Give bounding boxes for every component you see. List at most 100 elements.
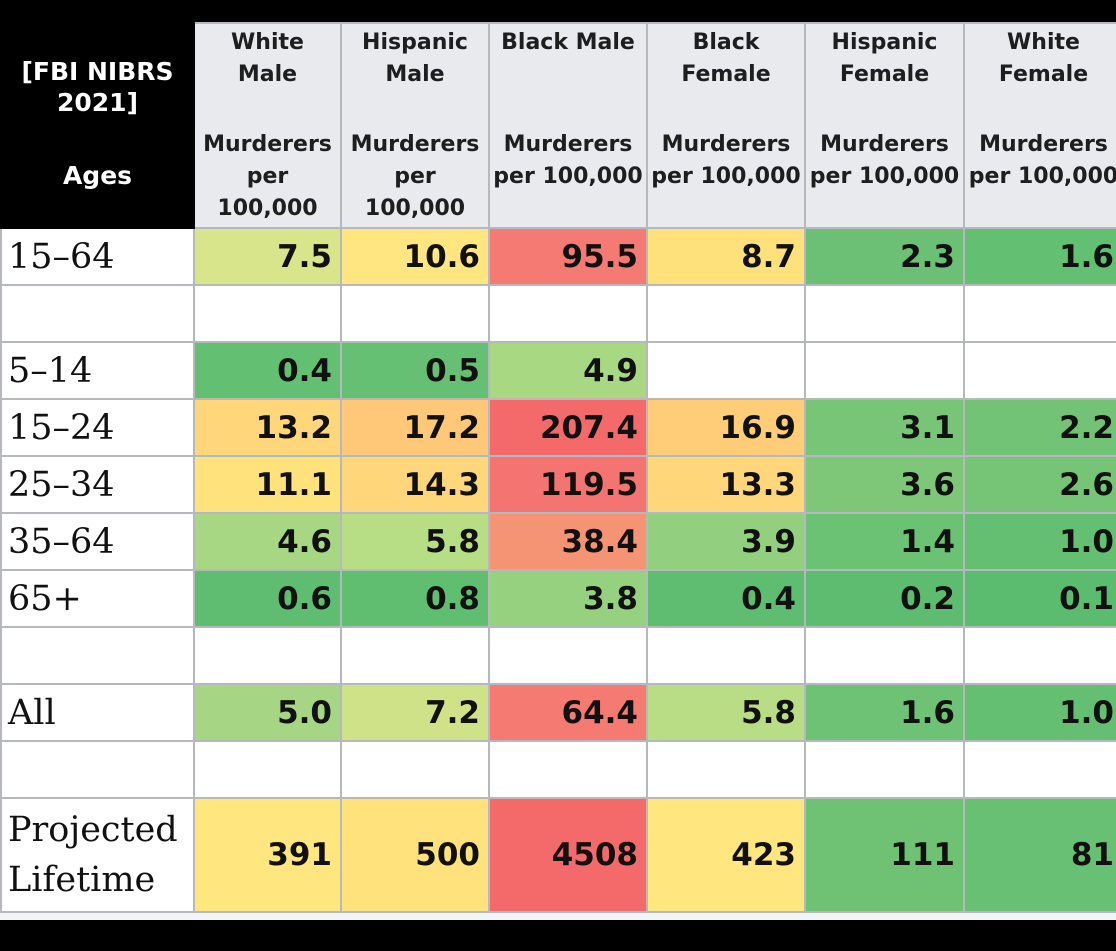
column-unit-label: Murderers per 100,000 [966, 129, 1116, 193]
value-cell: 0.8 [340, 569, 490, 628]
row-label: Projected Lifetime [0, 797, 195, 913]
row-label-line: Projected [8, 810, 178, 850]
column-group-line: Black Male [501, 30, 635, 55]
value-cell: 81 [963, 797, 1116, 913]
table-row: Projected Lifetime 391 500 4508 423 111 81 [0, 797, 1116, 913]
column-unit-line: Murderers [820, 132, 949, 157]
empty-cell [646, 284, 806, 343]
table-body: 15–64 7.5 10.6 95.5 8.7 2.3 1.6 5–14 0.4 0.5 4.9 15… [0, 227, 1116, 913]
value-cell: 2.6 [963, 455, 1116, 514]
column-header: White Male Murderers per 100,000 [193, 22, 342, 229]
spacer-row [0, 740, 1116, 799]
column-group-line: Male [237, 62, 298, 87]
value-cell: 4.9 [488, 341, 648, 400]
column-group-label: Black Male [491, 25, 645, 129]
murder-rate-table: [FBI NIBRS 2021] Ages White Male Murderers… [0, 22, 1116, 913]
header-corner: [FBI NIBRS 2021] Ages [0, 22, 195, 229]
value-cell: 3.1 [804, 398, 965, 457]
column-header: White Female Murderers per 100,000 [963, 22, 1116, 229]
value-cell: 5.8 [340, 512, 490, 571]
table-row: 65+ 0.6 0.8 3.8 0.4 0.2 0.1 [0, 569, 1116, 628]
empty-cell [646, 740, 806, 799]
column-unit-line: Murderers [203, 132, 332, 157]
column-group-line: Female [839, 62, 930, 87]
row-label: 65+ [0, 569, 195, 628]
empty-cell [0, 740, 195, 799]
value-cell: 2.3 [804, 227, 965, 286]
empty-cell [340, 284, 490, 343]
value-cell: 1.4 [804, 512, 965, 571]
value-cell: 0.4 [646, 569, 806, 628]
value-cell: 119.5 [488, 455, 648, 514]
column-header: Black Female Murderers per 100,000 [646, 22, 806, 229]
column-unit-label: Murderers per 100,000 [807, 129, 962, 193]
value-cell: 38.4 [488, 512, 648, 571]
row-label-line: Lifetime [8, 860, 156, 900]
value-cell: 13.2 [193, 398, 342, 457]
value-cell: 0.5 [340, 341, 490, 400]
column-unit-line: per [394, 164, 436, 189]
column-unit-line: per 100,000 [493, 164, 643, 189]
value-cell: 0.1 [963, 569, 1116, 628]
value-cell: 8.7 [646, 227, 806, 286]
column-unit-label: Murderers per 100,000 [196, 129, 339, 225]
empty-cell [646, 341, 806, 400]
value-cell: 111 [804, 797, 965, 913]
column-unit-line: per [246, 164, 289, 189]
empty-cell [804, 284, 965, 343]
value-cell: 3.6 [804, 455, 965, 514]
column-unit-line: Murderers [350, 132, 480, 157]
value-cell: 4508 [488, 797, 648, 913]
empty-cell [963, 284, 1116, 343]
empty-cell [963, 341, 1116, 400]
value-cell: 500 [340, 797, 490, 913]
column-unit-line: Murderers [503, 132, 633, 157]
empty-cell [804, 740, 965, 799]
spacer-row [0, 626, 1116, 685]
row-label: 25–34 [0, 455, 195, 514]
corner-title-line1: [FBI NIBRS [21, 57, 174, 86]
column-unit-line: Murderers [979, 132, 1108, 157]
column-group-label: Black Female [649, 25, 803, 129]
empty-cell [340, 740, 490, 799]
table-row: 15–64 7.5 10.6 95.5 8.7 2.3 1.6 [0, 227, 1116, 286]
empty-cell [963, 740, 1116, 799]
value-cell: 13.3 [646, 455, 806, 514]
column-group-line: Female [681, 62, 771, 87]
column-group-label: Hispanic Female [807, 25, 962, 129]
table-row: 35–64 4.6 5.8 38.4 3.9 1.4 1.0 [0, 512, 1116, 571]
value-cell: 10.6 [340, 227, 490, 286]
value-cell: 17.2 [340, 398, 490, 457]
empty-cell [646, 626, 806, 685]
column-unit-label: Murderers per 100,000 [343, 129, 487, 225]
column-unit-label: Murderers per 100,000 [649, 129, 803, 193]
empty-cell [804, 341, 965, 400]
column-group-label: Hispanic Male [343, 25, 487, 129]
empty-cell [0, 626, 195, 685]
column-group-line: Black [692, 30, 760, 55]
value-cell: 1.0 [963, 683, 1116, 742]
column-header: Hispanic Female Murderers per 100,000 [804, 22, 965, 229]
value-cell: 207.4 [488, 398, 648, 457]
value-cell: 423 [646, 797, 806, 913]
column-header: Black Male Murderers per 100,000 [488, 22, 648, 229]
spacer-row [0, 284, 1116, 343]
value-cell: 64.4 [488, 683, 648, 742]
column-group-line: White [231, 30, 304, 55]
column-unit-label: Murderers per 100,000 [491, 129, 645, 193]
row-label: All [0, 683, 195, 742]
column-group-label: White Male [196, 25, 339, 129]
value-cell: 0.2 [804, 569, 965, 628]
value-cell: 16.9 [646, 398, 806, 457]
empty-cell [804, 626, 965, 685]
empty-cell [193, 740, 342, 799]
row-label: 35–64 [0, 512, 195, 571]
value-cell: 11.1 [193, 455, 342, 514]
row-label: 15–64 [0, 227, 195, 286]
table-row: 15–24 13.2 17.2 207.4 16.9 3.1 2.2 [0, 398, 1116, 457]
value-cell: 1.6 [963, 227, 1116, 286]
value-cell: 4.6 [193, 512, 342, 571]
value-cell: 0.4 [193, 341, 342, 400]
value-cell: 7.5 [193, 227, 342, 286]
column-group-line: Hispanic [831, 30, 938, 55]
